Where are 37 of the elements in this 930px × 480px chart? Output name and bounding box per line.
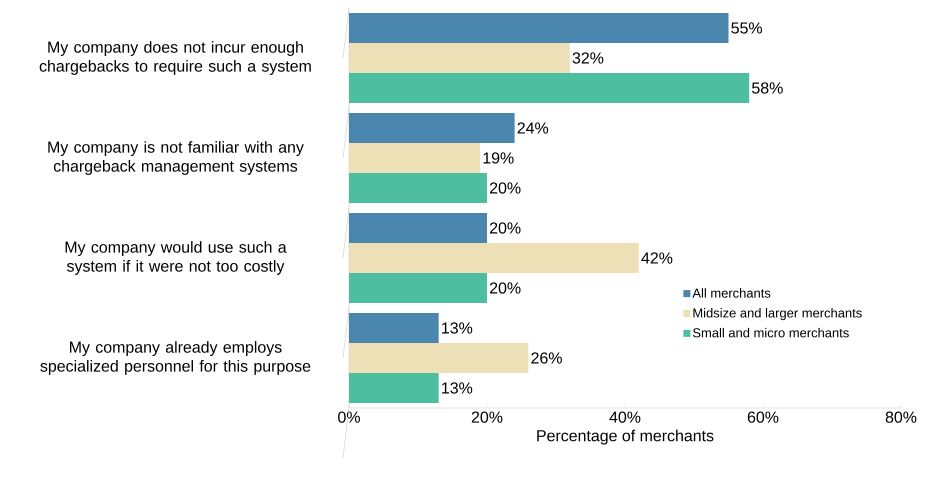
y-tick-label: My company does not incur enough chargebacks to require such a system bbox=[40, 41, 311, 75]
bar bbox=[349, 12, 728, 43]
data-label: 20% bbox=[490, 222, 521, 234]
data-label: 32% bbox=[572, 52, 604, 64]
data-label: 55% bbox=[731, 22, 762, 34]
bar bbox=[349, 112, 515, 143]
legend-label: Small and micro merchants bbox=[692, 328, 849, 338]
legend-label: Midsize and larger merchants bbox=[693, 308, 862, 320]
bar bbox=[349, 342, 528, 373]
y-tick-label: My company would use such a system if it were not too costly bbox=[66, 241, 287, 275]
data-label: 13% bbox=[442, 322, 472, 334]
x-axis-title: Percentage of merchants bbox=[537, 430, 714, 444]
bar bbox=[349, 312, 439, 343]
x-tick-label: 0% bbox=[338, 412, 360, 423]
data-label: 20% bbox=[490, 182, 521, 194]
bar bbox=[349, 142, 480, 173]
data-label: 13% bbox=[442, 382, 472, 394]
y-tick-label: My company is not familiar with any chargeback management systems bbox=[48, 141, 304, 175]
bar bbox=[349, 372, 439, 403]
bar bbox=[349, 42, 570, 73]
data-label: 24% bbox=[518, 122, 548, 134]
bar bbox=[349, 72, 750, 103]
bar bbox=[349, 272, 487, 303]
y-tick-label: My company already employs specialized personnel for this purpose bbox=[40, 341, 310, 375]
data-label: 19% bbox=[484, 152, 514, 164]
x-tick-label: 20% bbox=[472, 412, 502, 423]
bar bbox=[349, 242, 639, 273]
x-tick-label: 80% bbox=[886, 412, 916, 423]
bar bbox=[349, 212, 487, 243]
legend-label: All merchants bbox=[692, 288, 770, 298]
data-label: 58% bbox=[752, 82, 783, 94]
data-label: 26% bbox=[531, 352, 562, 364]
x-tick-label: 40% bbox=[609, 412, 640, 423]
x-tick-label: 60% bbox=[748, 412, 778, 423]
data-label: 42% bbox=[641, 252, 672, 264]
bar bbox=[349, 172, 487, 203]
data-label: 20% bbox=[490, 282, 521, 294]
